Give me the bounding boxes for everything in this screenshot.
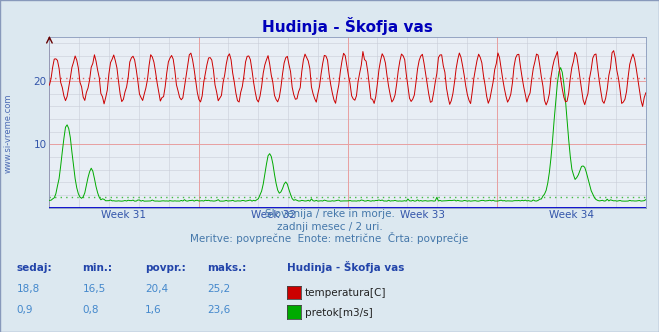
Text: Hudinja - Škofja vas: Hudinja - Škofja vas — [287, 261, 404, 273]
Text: zadnji mesec / 2 uri.: zadnji mesec / 2 uri. — [277, 222, 382, 232]
Text: min.:: min.: — [82, 263, 113, 273]
Text: www.si-vreme.com: www.si-vreme.com — [3, 93, 13, 173]
Text: Meritve: povprečne  Enote: metrične  Črta: povprečje: Meritve: povprečne Enote: metrične Črta:… — [190, 232, 469, 244]
Text: 0,9: 0,9 — [16, 305, 33, 315]
Title: Hudinja - Škofja vas: Hudinja - Škofja vas — [262, 17, 433, 35]
Text: sedaj:: sedaj: — [16, 263, 52, 273]
Text: Slovenija / reke in morje.: Slovenija / reke in morje. — [264, 209, 395, 219]
Text: 23,6: 23,6 — [208, 305, 231, 315]
Text: maks.:: maks.: — [208, 263, 247, 273]
Text: temperatura[C]: temperatura[C] — [305, 288, 387, 298]
Text: 18,8: 18,8 — [16, 284, 40, 294]
Text: 20,4: 20,4 — [145, 284, 168, 294]
Text: povpr.:: povpr.: — [145, 263, 186, 273]
Text: 25,2: 25,2 — [208, 284, 231, 294]
Text: 0,8: 0,8 — [82, 305, 99, 315]
Text: 16,5: 16,5 — [82, 284, 105, 294]
Text: pretok[m3/s]: pretok[m3/s] — [305, 308, 373, 318]
Text: 1,6: 1,6 — [145, 305, 161, 315]
